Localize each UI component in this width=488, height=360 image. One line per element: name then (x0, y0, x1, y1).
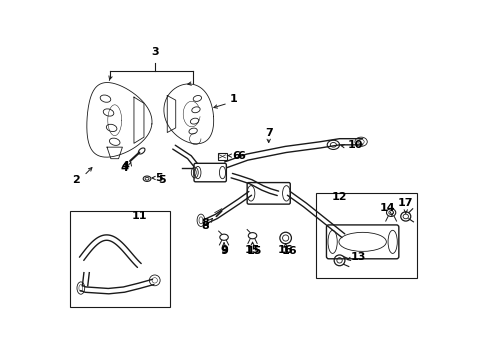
Text: 5: 5 (158, 175, 166, 185)
Text: 8: 8 (201, 221, 208, 231)
Text: 8: 8 (201, 219, 208, 228)
Text: 17: 17 (397, 198, 413, 208)
Text: 4: 4 (122, 161, 129, 171)
Text: 13: 13 (349, 252, 365, 262)
Text: 6: 6 (232, 150, 240, 161)
Bar (316, 193, 416, 278)
Text: 1: 1 (229, 94, 237, 104)
Text: 5: 5 (155, 173, 162, 183)
Text: 14: 14 (379, 203, 394, 213)
Text: 16: 16 (281, 246, 297, 256)
Text: 16: 16 (277, 244, 293, 255)
Text: 9: 9 (220, 244, 227, 255)
Text: 11: 11 (131, 211, 147, 221)
Text: 6: 6 (237, 150, 244, 161)
Text: 15: 15 (246, 246, 262, 256)
Text: 7: 7 (264, 127, 272, 138)
Text: 3: 3 (151, 48, 158, 58)
Bar (70, 211, 170, 307)
Text: 2: 2 (72, 175, 80, 185)
Text: 9: 9 (220, 246, 227, 256)
Text: 10: 10 (346, 140, 362, 150)
Bar (218, 153, 226, 160)
Text: 15: 15 (244, 244, 260, 255)
Text: 12: 12 (331, 192, 346, 202)
Text: 4: 4 (120, 163, 128, 173)
